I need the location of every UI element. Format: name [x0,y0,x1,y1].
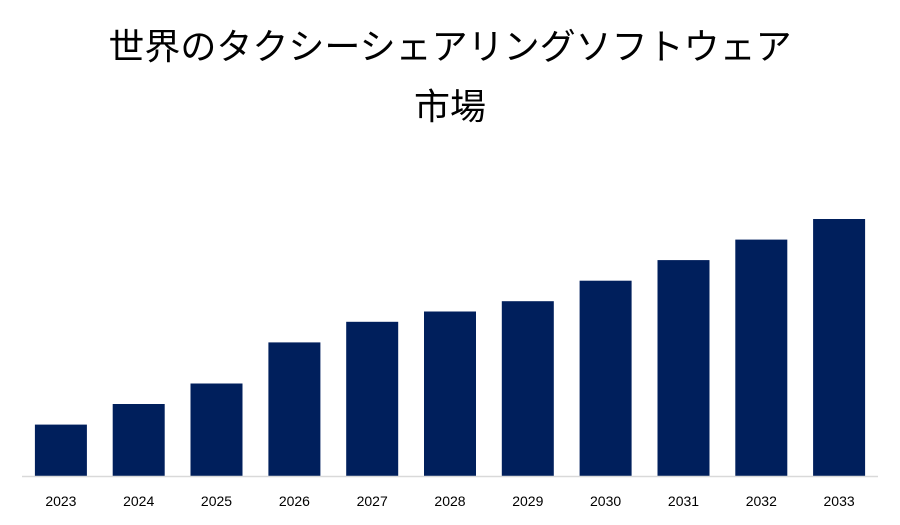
bar-2030 [579,280,632,476]
x-tick-label-2032: 2032 [746,493,777,509]
x-tick-label-2024: 2024 [123,493,154,509]
bar-2027 [346,321,399,476]
bar-2023 [34,424,87,476]
bar-2024 [112,404,165,476]
x-tick-label-2028: 2028 [434,493,465,509]
x-tick-label-2031: 2031 [668,493,699,509]
bar-2029 [501,301,554,476]
bar-2033 [813,219,866,476]
x-tick-label-2025: 2025 [201,493,232,509]
bar-2031 [657,260,710,476]
x-tick-label-2033: 2033 [824,493,855,509]
chart-title-line1: 世界のタクシーシェアリングソフトウェア [108,27,792,68]
x-tick-labels: 2023 2024 2025 2026 2027 2028 2029 2030 2031 2032… [45,493,855,509]
chart-title: 世界のタクシーシェアリングソフトウェア 市場 [0,18,900,138]
bar-2025 [190,383,243,476]
bars-group [34,219,866,476]
chart-title-line2: 市場 [413,87,486,128]
x-tick-label-2027: 2027 [357,493,388,509]
x-tick-label-2029: 2029 [512,493,543,509]
bar-2032 [735,239,788,476]
bar-2028 [424,311,476,476]
x-tick-label-2030: 2030 [590,493,621,509]
x-tick-label-2026: 2026 [279,493,310,509]
x-tick-label-2023: 2023 [45,493,76,509]
bar-2026 [268,342,321,476]
